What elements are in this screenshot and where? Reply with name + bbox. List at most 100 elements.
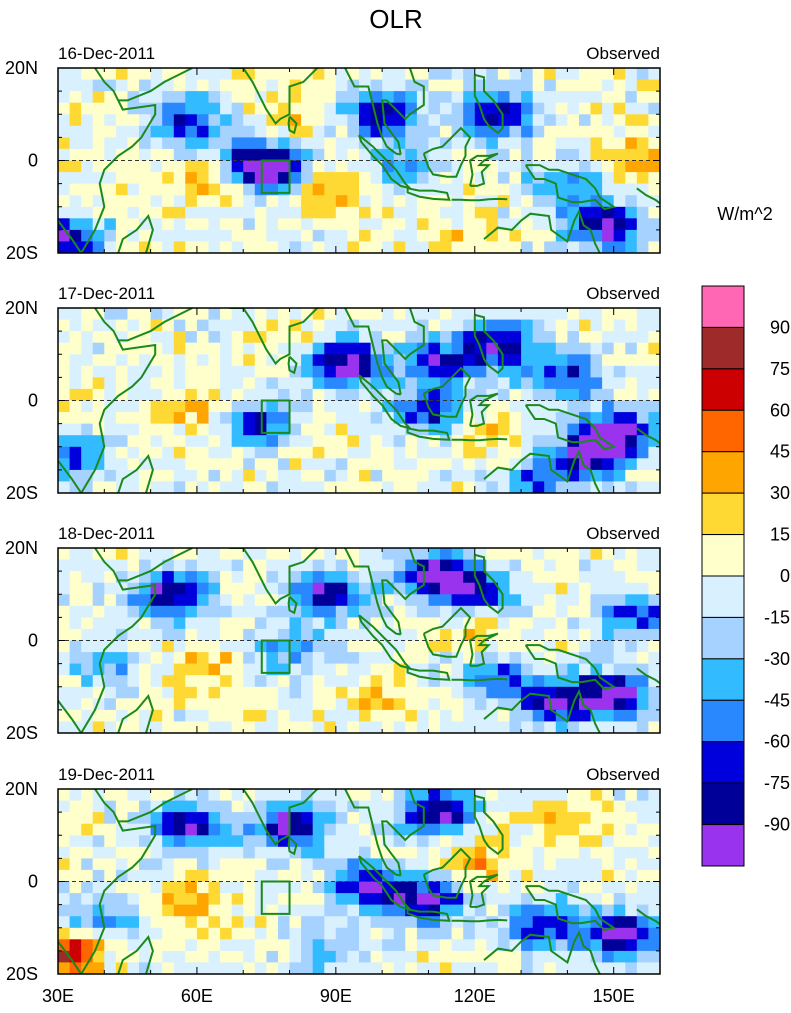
olr-cell — [208, 377, 221, 390]
olr-cell — [220, 137, 233, 150]
olr-cell — [486, 172, 499, 185]
olr-cell — [613, 137, 626, 150]
olr-cell — [405, 435, 418, 448]
olr-cell — [69, 241, 82, 253]
olr-cell — [440, 400, 453, 413]
olr-cell — [196, 617, 210, 630]
olr-cell — [486, 789, 499, 802]
olr-cell — [196, 904, 210, 917]
olr-cell — [254, 388, 267, 402]
olr-cell — [231, 148, 244, 162]
olr-cell — [289, 675, 302, 688]
olr-cell — [555, 571, 568, 584]
olr-cell — [486, 904, 499, 917]
olr-cell — [555, 904, 568, 917]
olr-cell — [196, 640, 210, 653]
olr-cell — [162, 68, 175, 81]
olr-cell — [544, 789, 557, 802]
olr-cell — [393, 709, 406, 723]
olr-cell — [625, 172, 638, 185]
olr-cell — [243, 102, 256, 115]
olr-cell — [58, 160, 71, 173]
olr-cell — [497, 160, 511, 173]
olr-cell — [208, 218, 221, 231]
olr-cell — [301, 652, 314, 665]
olr-cell — [486, 331, 499, 344]
olr-cell — [266, 800, 279, 813]
olr-cell — [636, 652, 649, 665]
olr-cell — [602, 950, 615, 964]
olr-cell — [208, 388, 221, 402]
olr-cell — [92, 846, 105, 859]
olr-cell — [266, 605, 279, 618]
olr-cell — [440, 869, 453, 883]
colorbar-label: 45 — [770, 442, 790, 462]
olr-cell — [370, 160, 383, 173]
olr-cell — [521, 469, 534, 483]
olr-cell — [440, 206, 453, 219]
olr-cell — [278, 172, 291, 185]
olr-cell — [139, 160, 152, 173]
olr-cell — [185, 594, 198, 607]
olr-cell — [69, 102, 82, 115]
colorbar-label: -15 — [764, 607, 790, 627]
olr-cell — [393, 721, 406, 733]
olr-cell — [58, 927, 71, 940]
olr-cell — [382, 663, 395, 676]
olr-cell — [602, 331, 615, 344]
olr-cell — [58, 91, 71, 104]
olr-cell — [231, 904, 244, 917]
olr-cell — [613, 91, 626, 104]
olr-cell — [115, 446, 129, 459]
olr-cell — [278, 675, 291, 688]
olr-cell — [301, 686, 314, 699]
olr-cell — [463, 709, 476, 723]
olr-cell — [451, 721, 464, 733]
coastline — [287, 115, 298, 135]
colorbar-label: -45 — [764, 690, 790, 710]
olr-cell — [266, 388, 279, 402]
olr-cell — [636, 148, 649, 162]
olr-cell — [162, 79, 175, 92]
olr-cell — [289, 881, 302, 894]
olr-cell — [278, 686, 291, 699]
olr-cell — [173, 79, 186, 92]
olr-cell — [335, 91, 348, 104]
olr-cell — [266, 342, 279, 355]
olr-cell — [532, 594, 545, 607]
olr-cell — [382, 916, 395, 929]
olr-cell — [602, 342, 615, 355]
olr-cell — [451, 195, 464, 208]
olr-cell — [428, 469, 441, 483]
olr-cell — [289, 102, 302, 115]
olr-cell — [104, 423, 117, 436]
olr-cell — [521, 365, 534, 378]
olr-cell — [335, 962, 348, 974]
olr-cell — [509, 881, 522, 894]
olr-cell — [544, 858, 557, 871]
olr-cell — [428, 858, 441, 871]
olr-cell — [625, 137, 638, 150]
olr-cell — [324, 675, 337, 688]
olr-cell — [324, 721, 337, 733]
olr-cell — [521, 709, 534, 723]
olr-cell — [463, 195, 476, 208]
olr-cell — [497, 548, 511, 561]
olr-cell — [162, 652, 175, 665]
olr-cell — [81, 68, 94, 81]
olr-cell — [359, 721, 372, 733]
olr-cell — [139, 962, 152, 974]
coastlines — [58, 308, 660, 493]
olr-cell — [335, 605, 348, 618]
olr-cell — [555, 206, 568, 219]
olr-cell — [509, 605, 522, 618]
olr-cell — [162, 148, 175, 162]
olr-cell — [497, 206, 511, 219]
olr-cell — [196, 388, 210, 402]
olr-cell — [173, 388, 186, 402]
olr-cell — [428, 904, 441, 917]
olr-cell — [324, 331, 337, 344]
olr-cell — [602, 183, 615, 196]
olr-cell — [405, 446, 418, 459]
olr-cell — [636, 950, 649, 964]
